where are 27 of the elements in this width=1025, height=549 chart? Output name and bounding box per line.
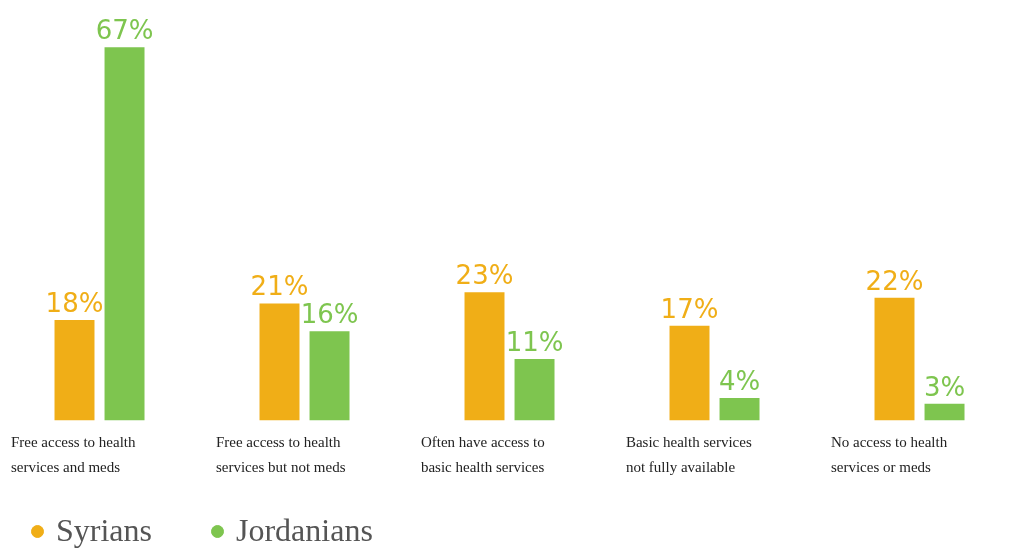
data-label: 16% [300, 299, 359, 330]
bar [514, 359, 555, 421]
bar [104, 47, 145, 421]
data-label: 21% [250, 271, 309, 302]
data-label: 22% [865, 265, 924, 296]
bar [309, 331, 350, 421]
data-label: 4% [718, 366, 761, 397]
legend-label: Syrians [56, 512, 152, 549]
x-tick-label: Basic health services not fully available [625, 434, 752, 476]
bar [874, 297, 915, 421]
bar [669, 325, 710, 421]
data-label: 11% [505, 327, 564, 358]
data-label: 23% [455, 260, 514, 291]
data-label: 3% [923, 371, 966, 402]
bar [259, 303, 300, 421]
bar [464, 292, 505, 421]
bar [719, 398, 760, 421]
data-label: 18% [45, 288, 104, 319]
data-label: 67% [95, 15, 154, 46]
x-tick-label: Often have access to basic health services [420, 434, 545, 476]
x-tick-label: Free access to health services and meds [10, 434, 136, 476]
bar [924, 403, 965, 421]
legend-label: Jordanians [236, 512, 373, 549]
data-label: 17% [660, 293, 719, 324]
x-tick-label: No access to health services or meds [830, 434, 948, 476]
x-tick-label: Free access to health services but not meds [215, 434, 346, 476]
bar [54, 320, 95, 421]
